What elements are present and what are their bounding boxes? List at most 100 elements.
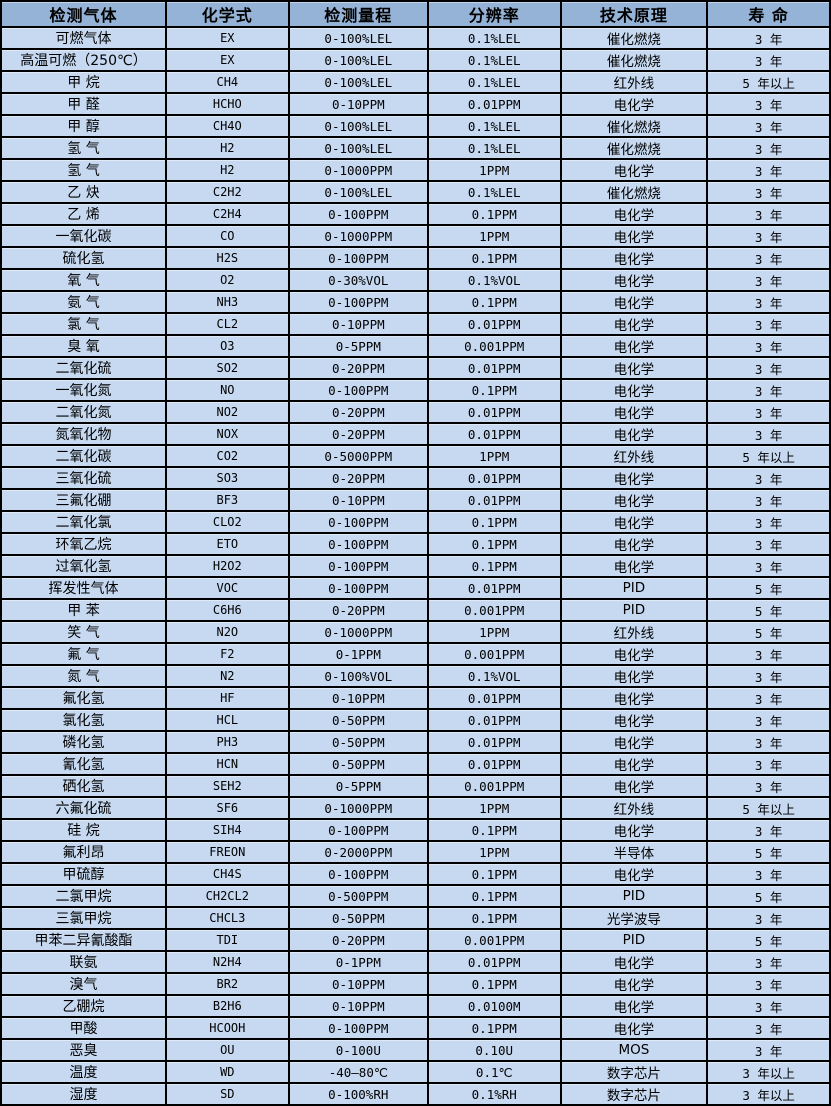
gas-name-cell: 氟利昂 xyxy=(0,840,167,864)
gas-name-cell: 二氧化氮 xyxy=(0,400,167,424)
formula-cell: F2 xyxy=(164,642,290,666)
resolution-cell: 0.1%RH xyxy=(426,1082,562,1106)
range-cell: 0-10PPM xyxy=(287,312,429,336)
resolution-cell: 0.001PPM xyxy=(426,774,562,798)
formula-cell: C2H4 xyxy=(164,202,290,226)
resolution-cell: 0.01PPM xyxy=(426,752,562,776)
table-row: 甲 醛 HCHO 0-10PPM 0.01PPM 电化学 3 年 xyxy=(0,92,831,116)
principle-cell: 电化学 xyxy=(559,818,709,842)
range-cell: 0-1000PPM xyxy=(287,224,429,248)
gas-name-cell: 湿度 xyxy=(0,1082,167,1106)
lifespan-cell: 3 年 xyxy=(706,532,831,556)
lifespan-cell: 3 年 xyxy=(706,202,831,226)
lifespan-cell: 3 年以上 xyxy=(706,1060,831,1084)
gas-name-cell: 氟 气 xyxy=(0,642,167,666)
table-row: 甲酸 HCOOH 0-100PPM 0.1PPM 电化学 3 年 xyxy=(0,1016,831,1040)
resolution-cell: 0.1%LEL xyxy=(426,136,562,160)
table-row: 氟化氢 HF 0-10PPM 0.01PPM 电化学 3 年 xyxy=(0,686,831,710)
range-cell: 0-20PPM xyxy=(287,400,429,424)
table-row: 氢 气 H2 0-1000PPM 1PPM 电化学 3 年 xyxy=(0,158,831,182)
lifespan-cell: 3 年 xyxy=(706,642,831,666)
resolution-cell: 0.1%LEL xyxy=(426,48,562,72)
table-row: 乙硼烷 B2H6 0-10PPM 0.0100M 电化学 3 年 xyxy=(0,994,831,1018)
gas-name-cell: 恶臭 xyxy=(0,1038,167,1062)
principle-cell: 电化学 xyxy=(559,466,709,490)
table-row: 高温可燃（250℃） EX 0-100%LEL 0.1%LEL 催化燃烧 3 年 xyxy=(0,48,831,72)
lifespan-cell: 3 年 xyxy=(706,906,831,930)
gas-name-cell: 甲 烷 xyxy=(0,70,167,94)
lifespan-cell: 3 年 xyxy=(706,1016,831,1040)
formula-cell: FREON xyxy=(164,840,290,864)
principle-cell: 催化燃烧 xyxy=(559,48,709,72)
table-row: 溴气 BR2 0-10PPM 0.1PPM 电化学 3 年 xyxy=(0,972,831,996)
lifespan-cell: 3 年 xyxy=(706,774,831,798)
table-row: 二氯甲烷 CH2CL2 0-500PPM 0.1PPM PID 5 年 xyxy=(0,884,831,908)
lifespan-cell: 3 年 xyxy=(706,554,831,578)
range-cell: 0-100PPM xyxy=(287,576,429,600)
formula-cell: O3 xyxy=(164,334,290,358)
resolution-cell: 0.1%LEL xyxy=(426,26,562,50)
gas-name-cell: 甲 醇 xyxy=(0,114,167,138)
range-cell: 0-10PPM xyxy=(287,92,429,116)
range-cell: 0-2000PPM xyxy=(287,840,429,864)
lifespan-cell: 3 年 xyxy=(706,994,831,1018)
resolution-cell: 0.1PPM xyxy=(426,972,562,996)
table-row: 温度 WD -40—80℃ 0.1℃ 数字芯片 3 年以上 xyxy=(0,1060,831,1084)
principle-cell: 电化学 xyxy=(559,708,709,732)
gas-name-cell: 高温可燃（250℃） xyxy=(0,48,167,72)
range-cell: 0-10PPM xyxy=(287,488,429,512)
lifespan-cell: 3 年 xyxy=(706,48,831,72)
resolution-cell: 0.1PPM xyxy=(426,554,562,578)
resolution-cell: 0.01PPM xyxy=(426,686,562,710)
formula-cell: CO xyxy=(164,224,290,248)
principle-cell: MOS xyxy=(559,1038,709,1062)
lifespan-cell: 3 年 xyxy=(706,246,831,270)
col-header-lifespan: 寿 命 xyxy=(706,0,831,28)
principle-cell: 红外线 xyxy=(559,620,709,644)
principle-cell: 红外线 xyxy=(559,70,709,94)
gas-name-cell: 氢 气 xyxy=(0,136,167,160)
table-row: 氢 气 H2 0-100%LEL 0.1%LEL 催化燃烧 3 年 xyxy=(0,136,831,160)
table-row: 二氧化硫 SO2 0-20PPM 0.01PPM 电化学 3 年 xyxy=(0,356,831,380)
formula-cell: NH3 xyxy=(164,290,290,314)
formula-cell: H2S xyxy=(164,246,290,270)
gas-name-cell: 甲 醛 xyxy=(0,92,167,116)
table-body: 可燃气体 EX 0-100%LEL 0.1%LEL 催化燃烧 3 年高温可燃（250℃） E… xyxy=(0,26,831,1106)
gas-name-cell: 环氧乙烷 xyxy=(0,532,167,556)
lifespan-cell: 5 年 xyxy=(706,576,831,600)
table-row: 甲 醇 CH4O 0-100%LEL 0.1%LEL 催化燃烧 3 年 xyxy=(0,114,831,138)
lifespan-cell: 5 年 xyxy=(706,840,831,864)
table-row: 过氧化氢 H2O2 0-100PPM 0.1PPM 电化学 3 年 xyxy=(0,554,831,578)
col-header-gas-name: 检测气体 xyxy=(0,0,167,28)
gas-name-cell: 过氧化氢 xyxy=(0,554,167,578)
principle-cell: 电化学 xyxy=(559,158,709,182)
resolution-cell: 0.01PPM xyxy=(426,92,562,116)
formula-cell: O2 xyxy=(164,268,290,292)
lifespan-cell: 5 年以上 xyxy=(706,444,831,468)
resolution-cell: 0.1PPM xyxy=(426,862,562,886)
principle-cell: 电化学 xyxy=(559,972,709,996)
range-cell: 0-5PPM xyxy=(287,334,429,358)
col-header-principle: 技术原理 xyxy=(559,0,709,28)
formula-cell: CH2CL2 xyxy=(164,884,290,908)
formula-cell: VOC xyxy=(164,576,290,600)
principle-cell: 催化燃烧 xyxy=(559,114,709,138)
principle-cell: 电化学 xyxy=(559,730,709,754)
principle-cell: 电化学 xyxy=(559,268,709,292)
lifespan-cell: 3 年 xyxy=(706,466,831,490)
range-cell: 0-100%RH xyxy=(287,1082,429,1106)
lifespan-cell: 5 年 xyxy=(706,884,831,908)
principle-cell: 电化学 xyxy=(559,356,709,380)
principle-cell: 电化学 xyxy=(559,400,709,424)
gas-name-cell: 三氧化硫 xyxy=(0,466,167,490)
lifespan-cell: 3 年 xyxy=(706,114,831,138)
range-cell: 0-100PPM xyxy=(287,554,429,578)
principle-cell: 电化学 xyxy=(559,488,709,512)
table-row: 环氧乙烷 ETO 0-100PPM 0.1PPM 电化学 3 年 xyxy=(0,532,831,556)
formula-cell: HCN xyxy=(164,752,290,776)
principle-cell: 电化学 xyxy=(559,92,709,116)
lifespan-cell: 3 年 xyxy=(706,972,831,996)
gas-name-cell: 三氯甲烷 xyxy=(0,906,167,930)
lifespan-cell: 3 年 xyxy=(706,950,831,974)
formula-cell: CH4O xyxy=(164,114,290,138)
